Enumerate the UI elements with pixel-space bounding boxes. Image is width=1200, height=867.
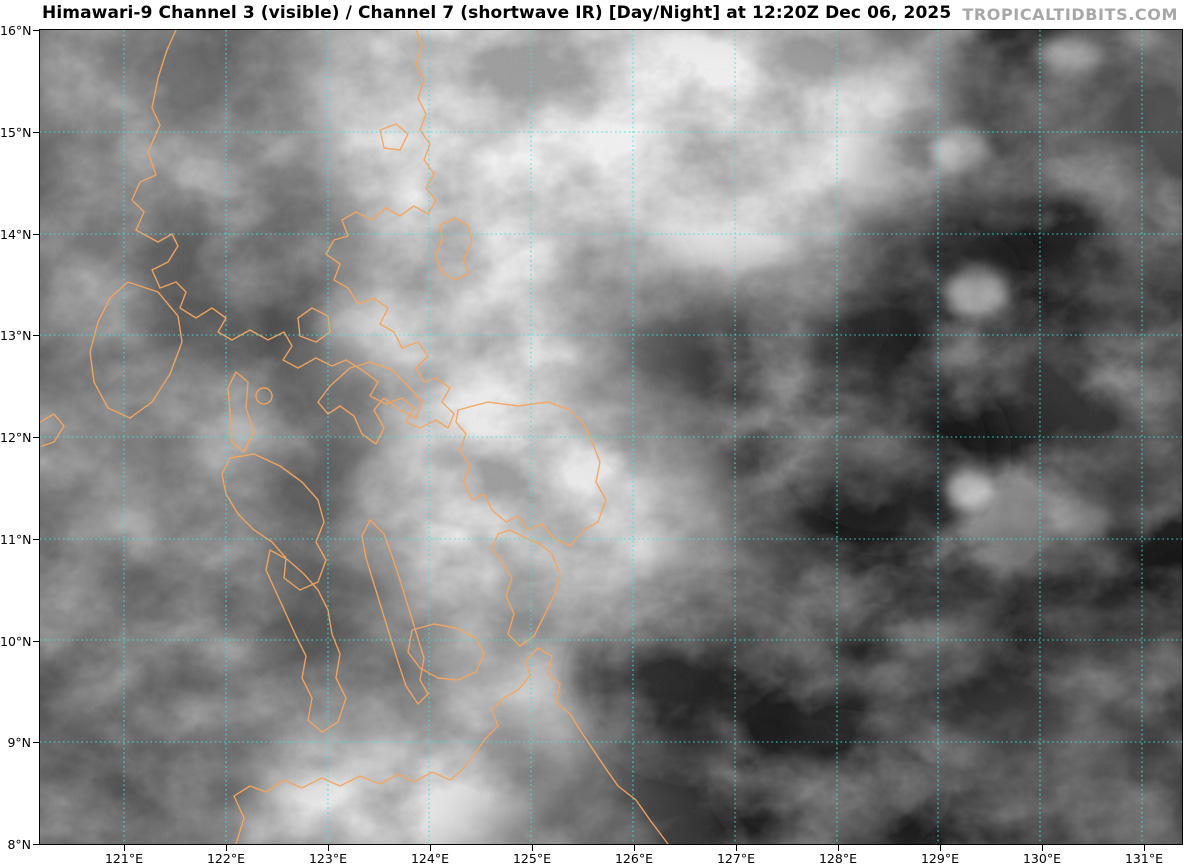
lat-tick <box>33 132 39 133</box>
satellite-image <box>40 30 1182 844</box>
lon-tick-label: 130°E <box>1022 851 1061 866</box>
lat-tick <box>33 844 39 845</box>
coast-leyte <box>491 529 561 647</box>
coast-mindanao <box>233 647 669 844</box>
lat-tick-label: 12°N <box>0 430 32 445</box>
lon-tick <box>226 845 227 851</box>
lon-tick-label: 123°E <box>308 851 347 866</box>
coast-samar <box>455 401 607 547</box>
lon-tick <box>940 845 941 851</box>
lon-tick <box>430 845 431 851</box>
coast-masbate <box>317 361 423 445</box>
lon-tick <box>838 845 839 851</box>
lon-tick <box>1144 845 1145 851</box>
coast-romblon <box>255 387 273 405</box>
lon-tick <box>532 845 533 851</box>
coast-catanduanes <box>435 217 473 281</box>
coast-panay <box>221 453 327 591</box>
page-title: Himawari-9 Channel 3 (visible) / Channel… <box>42 3 952 23</box>
lon-tick-label: 121°E <box>104 851 143 866</box>
coastline-philippines <box>40 30 669 844</box>
lat-tick <box>33 335 39 336</box>
coast-tablas <box>227 371 255 453</box>
graticule <box>40 30 1182 844</box>
coast-mindoro <box>89 281 183 419</box>
lon-tick-label: 125°E <box>512 851 551 866</box>
lat-tick <box>33 742 39 743</box>
satellite-map[interactable] <box>39 29 1183 845</box>
lat-tick-label: 13°N <box>0 328 32 343</box>
lat-tick-label: 14°N <box>0 227 32 242</box>
lat-tick <box>33 539 39 540</box>
lon-tick-label: 127°E <box>716 851 755 866</box>
coast-cebu <box>361 519 429 705</box>
coast-negros <box>265 549 347 733</box>
lat-tick <box>33 234 39 235</box>
lat-tick-label: 11°N <box>0 532 32 547</box>
lat-tick <box>33 30 39 31</box>
lon-tick <box>328 845 329 851</box>
lat-tick <box>33 437 39 438</box>
watermark: TROPICALTIDBITS.COM <box>962 5 1178 24</box>
lat-tick-label: 9°N <box>7 735 31 750</box>
lon-tick <box>634 845 635 851</box>
lon-tick-label: 131°E <box>1124 851 1163 866</box>
lon-tick-label: 124°E <box>410 851 449 866</box>
lat-tick <box>33 641 39 642</box>
lat-tick-label: 15°N <box>0 125 32 140</box>
coast-luzon <box>131 30 455 429</box>
coast-polillo <box>379 123 409 151</box>
coast-bohol <box>407 623 485 681</box>
lon-tick <box>124 845 125 851</box>
lon-tick-label: 126°E <box>614 851 653 866</box>
lon-tick <box>1042 845 1043 851</box>
coast-busuanga <box>40 413 65 447</box>
lon-tick <box>736 845 737 851</box>
lon-tick-label: 128°E <box>818 851 857 866</box>
latitude-gridlines <box>40 131 1182 743</box>
coast-marinduque <box>297 307 331 343</box>
lon-tick-label: 122°E <box>206 851 245 866</box>
lat-tick-label: 10°N <box>0 634 32 649</box>
lat-tick-label: 16°N <box>0 23 32 38</box>
lon-tick-label: 129°E <box>920 851 959 866</box>
lat-tick-label: 8°N <box>7 837 31 852</box>
